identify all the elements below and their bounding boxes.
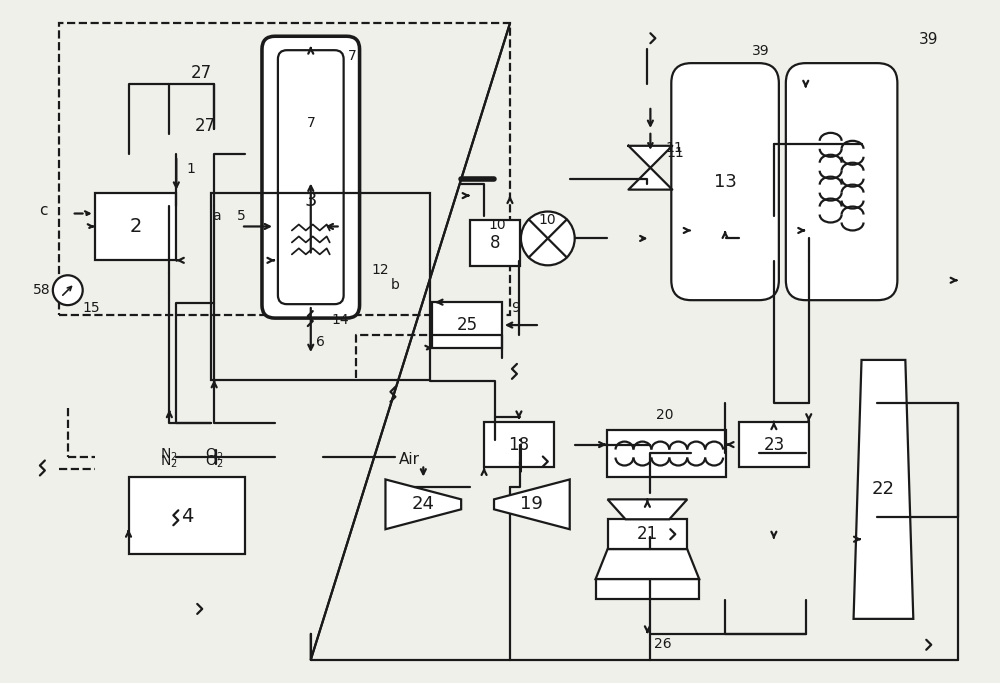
Text: 27: 27: [195, 117, 216, 135]
Polygon shape: [608, 499, 687, 519]
Text: 9: 9: [511, 301, 520, 315]
Bar: [607, 430, 726, 477]
Text: O$_2$: O$_2$: [205, 446, 223, 463]
Text: 10: 10: [538, 214, 556, 227]
Text: 23: 23: [763, 436, 785, 454]
Polygon shape: [494, 479, 570, 529]
Bar: [739, 421, 809, 467]
Polygon shape: [854, 360, 913, 619]
Text: b: b: [391, 278, 400, 292]
Text: 2: 2: [129, 217, 142, 236]
Text: 39: 39: [752, 44, 770, 58]
Text: 21: 21: [637, 525, 658, 543]
Text: 22: 22: [872, 480, 895, 499]
Text: 8: 8: [490, 234, 500, 253]
Text: 7: 7: [348, 49, 357, 63]
Bar: [95, 193, 176, 260]
Text: 24: 24: [412, 495, 435, 514]
Polygon shape: [385, 479, 461, 529]
Bar: [432, 302, 502, 348]
Bar: [129, 477, 245, 554]
Text: 27: 27: [191, 64, 212, 82]
Text: 11: 11: [666, 145, 684, 160]
FancyBboxPatch shape: [786, 63, 897, 300]
Text: 25: 25: [457, 316, 478, 334]
Text: 10: 10: [488, 219, 506, 232]
Text: 26: 26: [654, 637, 672, 651]
Text: a: a: [212, 208, 220, 223]
Bar: [608, 519, 687, 549]
Text: N$_2$: N$_2$: [160, 446, 178, 463]
Text: N$_2$: N$_2$: [160, 454, 178, 470]
Bar: [211, 193, 430, 380]
FancyBboxPatch shape: [671, 63, 779, 300]
Bar: [59, 23, 510, 315]
Bar: [484, 421, 554, 467]
Text: 13: 13: [714, 173, 737, 191]
Circle shape: [53, 275, 83, 305]
Bar: [596, 579, 699, 599]
Text: 7: 7: [306, 116, 315, 130]
Text: 39: 39: [919, 31, 938, 46]
Text: 12: 12: [372, 263, 389, 277]
Text: 3: 3: [305, 191, 317, 210]
Polygon shape: [628, 145, 672, 190]
Text: c: c: [40, 203, 48, 218]
Text: O$_2$: O$_2$: [205, 454, 223, 470]
Text: Air: Air: [398, 452, 419, 467]
Bar: [470, 221, 520, 266]
Text: 15: 15: [83, 301, 100, 315]
Text: 6: 6: [316, 335, 325, 349]
Text: 11: 11: [665, 141, 683, 155]
Text: 19: 19: [520, 495, 543, 514]
FancyBboxPatch shape: [262, 36, 360, 318]
Text: 1: 1: [186, 162, 195, 176]
Polygon shape: [596, 549, 699, 579]
Text: 5: 5: [237, 208, 245, 223]
Text: 58: 58: [33, 283, 51, 297]
Text: 4: 4: [181, 507, 193, 526]
Text: 14: 14: [332, 313, 349, 327]
Text: 20: 20: [656, 408, 673, 421]
Circle shape: [521, 212, 575, 265]
Text: 18: 18: [508, 436, 529, 454]
